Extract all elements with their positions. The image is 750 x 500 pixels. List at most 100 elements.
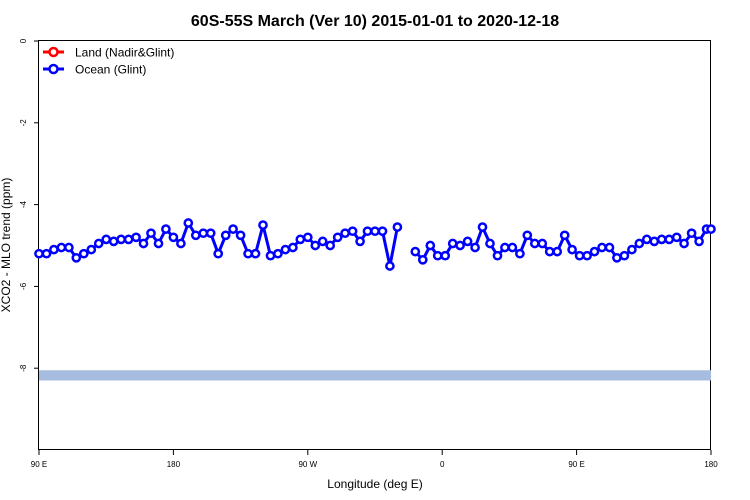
data-point [619, 250, 630, 261]
data-point [258, 220, 268, 230]
series-layer [34, 218, 716, 271]
data-point [392, 222, 403, 232]
data-point [190, 230, 201, 241]
data-point [515, 248, 525, 259]
data-point [310, 240, 321, 251]
data-point [64, 242, 74, 253]
data-point [138, 238, 149, 249]
data-point [56, 242, 67, 253]
band-rect [39, 370, 711, 381]
data-point [280, 244, 291, 255]
data-point [589, 246, 600, 257]
data-point [507, 242, 518, 253]
x-axis: 90 E 180 90 W 0 90 E 180 [31, 450, 718, 469]
data-point [235, 230, 246, 241]
data-point [347, 226, 358, 237]
data-point [168, 232, 179, 243]
data-point [273, 248, 283, 259]
data-point [612, 252, 622, 263]
legend-item-land: Land (Nadir&Glint) [43, 46, 174, 60]
data-point [183, 218, 194, 228]
data-point [679, 238, 689, 249]
data-point [671, 232, 682, 243]
data-point [686, 228, 697, 239]
data-point [265, 250, 276, 261]
chart-title: 60S-55S March (Ver 10) 2015-01-01 to 202… [191, 13, 559, 30]
data-point [228, 224, 238, 234]
y-tick-label: -2 [19, 119, 28, 127]
data-point [213, 248, 224, 259]
data-point [567, 244, 577, 255]
data-point [116, 234, 126, 245]
data-point [93, 238, 104, 249]
legend-label-ocean: Ocean (Glint) [75, 63, 146, 77]
data-point [641, 234, 652, 245]
y-tick-label: -6 [19, 282, 28, 290]
data-point [462, 236, 473, 247]
data-point [325, 240, 336, 251]
data-point [108, 236, 119, 247]
data-point [332, 232, 343, 243]
data-point [71, 252, 82, 263]
data-point [552, 246, 563, 257]
data-point [123, 234, 134, 245]
data-point [78, 248, 89, 259]
data-point [447, 238, 458, 249]
y-tick-label: 0 [19, 38, 28, 43]
x-tick-label: 90 E [31, 460, 47, 469]
data-point [694, 236, 704, 247]
legend-marker-ocean [48, 63, 59, 75]
data-point [34, 248, 44, 259]
data-point [500, 242, 510, 253]
x-tick-label: 0 [440, 460, 445, 469]
data-point [370, 226, 380, 237]
y-tick-label: -4 [19, 200, 28, 208]
data-point [41, 248, 52, 259]
data-point [161, 224, 171, 234]
data-point [529, 238, 540, 249]
data-point [176, 238, 186, 249]
data-point [582, 250, 592, 261]
data-point [288, 242, 298, 253]
data-point [146, 228, 156, 239]
x-tick-label: 90 W [298, 460, 317, 469]
data-point [477, 222, 488, 232]
uncertainty-band [39, 370, 711, 381]
data-point [649, 236, 660, 247]
data-point [250, 248, 261, 259]
data-point [492, 250, 503, 261]
data-point [198, 228, 209, 239]
data-point [440, 250, 451, 261]
legend-label-land: Land (Nadir&Glint) [75, 46, 174, 60]
data-point [432, 250, 443, 261]
data-point [362, 226, 373, 237]
data-point [377, 226, 388, 237]
y-tick-label: -8 [19, 364, 28, 372]
data-point [574, 250, 585, 261]
data-point [205, 228, 216, 239]
data-point [522, 230, 533, 241]
data-point [355, 236, 365, 247]
data-point [656, 234, 667, 245]
data-point [295, 234, 306, 245]
legend-item-ocean: Ocean (Glint) [43, 63, 146, 77]
x-tick-label: 90 E [568, 460, 584, 469]
data-point [544, 246, 555, 257]
data-point [537, 238, 548, 249]
legend-marker-land [48, 46, 59, 58]
data-point [302, 232, 313, 243]
data-point [340, 228, 350, 239]
data-point [243, 248, 253, 259]
data-point [101, 234, 112, 245]
data-point [664, 234, 675, 245]
data-point [425, 240, 436, 251]
data-point [470, 242, 480, 253]
data-point [86, 244, 97, 255]
data-point [385, 261, 395, 271]
data-point [153, 238, 164, 249]
y-axis: 0 -2 -4 -6 -8 [19, 38, 39, 372]
legend: Land (Nadir&Glint) Ocean (Glint) [43, 46, 174, 77]
data-point [597, 242, 607, 253]
data-point [317, 236, 328, 247]
